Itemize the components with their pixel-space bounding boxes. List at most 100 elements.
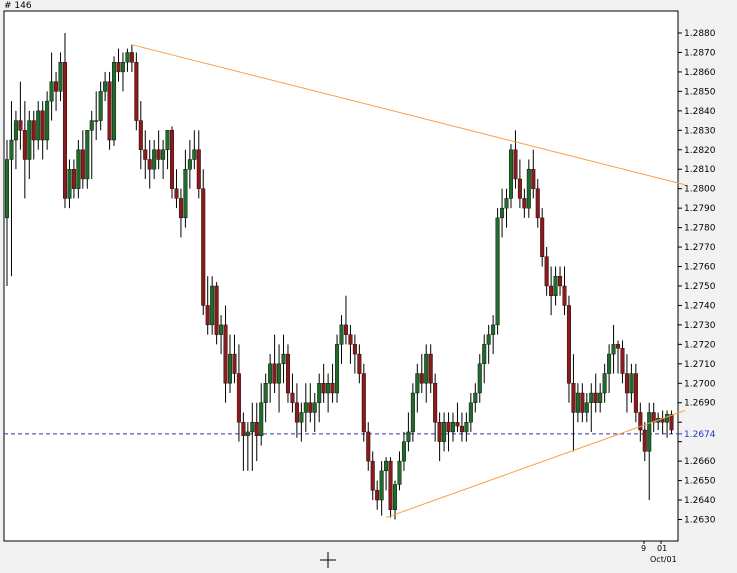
candle <box>335 334 340 403</box>
candle <box>254 402 259 462</box>
bear-candle-body <box>348 334 353 345</box>
x-tick-label: 01 <box>657 544 667 553</box>
bull-candle-body <box>103 81 108 92</box>
candle <box>13 110 18 170</box>
bull-candle-body <box>98 91 103 121</box>
bear-candle-body <box>370 460 375 491</box>
bear-candle-body <box>232 353 237 374</box>
bear-candle-body <box>116 61 121 73</box>
candle <box>120 52 125 92</box>
candle <box>156 130 161 170</box>
bull-candle-body <box>259 402 264 437</box>
candle <box>370 451 375 501</box>
bull-candle-body <box>477 363 482 394</box>
y-tick-label: 1.2830 <box>684 126 716 136</box>
candle <box>125 48 130 72</box>
bull-candle-body <box>339 324 344 345</box>
candle <box>223 305 228 403</box>
bear-candle-body <box>571 383 576 413</box>
candle <box>330 363 335 403</box>
bear-candle-body <box>308 402 313 413</box>
bull-candle-body <box>486 334 491 345</box>
candle <box>602 363 607 403</box>
candle <box>183 149 188 228</box>
candle <box>112 56 117 146</box>
y-tick-label: 1.2630 <box>684 516 716 526</box>
y-tick-label: 1.2880 <box>684 29 716 39</box>
bull-candle-body <box>94 120 99 122</box>
candle <box>143 130 148 179</box>
crosshair-cursor-icon <box>320 552 336 568</box>
bear-candle-body <box>285 353 290 394</box>
candle <box>147 140 152 189</box>
candle <box>379 461 384 516</box>
bear-candle-body <box>419 373 424 384</box>
candle <box>343 295 348 345</box>
y-tick-label: 1.2660 <box>684 457 716 467</box>
candle <box>45 91 50 150</box>
bull-candle-body <box>281 353 286 365</box>
bear-candle-body <box>540 217 545 257</box>
bear-candle-body <box>357 353 362 374</box>
bull-candle-body <box>406 431 411 442</box>
y-tick-label: 1.2700 <box>684 379 716 389</box>
candle <box>272 334 277 394</box>
bear-candle-body <box>54 81 59 92</box>
bear-candle-body <box>31 120 36 141</box>
y-tick-label: 1.2710 <box>684 360 716 370</box>
bull-candle-body <box>602 373 607 394</box>
candle <box>187 140 192 189</box>
candle <box>477 354 482 403</box>
y-tick-label: 1.2810 <box>684 165 716 175</box>
candle <box>500 188 505 238</box>
bull-candle-body <box>268 363 273 384</box>
bull-candle-body <box>482 344 487 365</box>
bull-candle-body <box>495 217 500 326</box>
bull-candle-body <box>45 100 50 141</box>
candle <box>584 393 589 423</box>
candle <box>428 344 433 394</box>
bear-candle-body <box>201 188 206 306</box>
bear-candle-body <box>156 149 161 160</box>
y-tick-label: 1.2780 <box>684 224 716 234</box>
bear-candle-body <box>294 402 299 423</box>
candle <box>361 363 366 442</box>
candle <box>219 315 224 355</box>
bull-candle-body <box>263 383 268 403</box>
bear-candle-body <box>522 198 527 209</box>
bear-candle-body <box>638 412 643 431</box>
bear-candle-body <box>223 324 228 384</box>
bear-candle-body <box>558 276 563 287</box>
bull-candle-body <box>187 159 192 170</box>
bear-candle-body <box>375 490 380 501</box>
bear-candle-body <box>205 305 210 326</box>
bear-candle-body <box>616 344 621 349</box>
candle <box>598 383 603 413</box>
candle <box>549 266 554 316</box>
candle <box>508 143 513 209</box>
trendline-support <box>385 410 686 519</box>
bull-candle-body <box>607 353 612 374</box>
bear-candle-body <box>236 373 241 423</box>
chart-label: # 146 <box>4 1 32 11</box>
bull-candle-body <box>183 169 188 219</box>
bull-candle-body <box>125 52 130 63</box>
bear-candle-body <box>531 169 536 189</box>
bull-candle-body <box>112 61 117 141</box>
candle <box>611 324 616 374</box>
candle <box>357 344 362 384</box>
bear-candle-body <box>330 383 335 394</box>
y-tick-label: 1.2650 <box>684 477 716 487</box>
candle <box>312 393 317 432</box>
bull-candle-body <box>504 198 509 209</box>
y-tick-label: 1.2850 <box>684 87 716 97</box>
candle <box>236 344 241 442</box>
y-tick-label: 1.2720 <box>684 340 716 350</box>
bear-candle-body <box>549 285 554 296</box>
bull-candle-body <box>299 412 304 423</box>
candle <box>593 373 598 413</box>
bear-candle-body <box>80 149 85 180</box>
candle <box>553 266 558 306</box>
bull-candle-body <box>152 149 157 170</box>
